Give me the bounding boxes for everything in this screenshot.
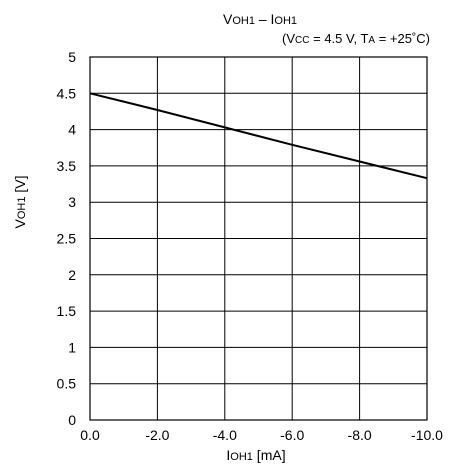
subtitle-part1: (V xyxy=(282,31,295,46)
plot-frame xyxy=(89,56,428,421)
x-axis-label: IOH1 [mA] xyxy=(226,447,285,463)
xlabel-i: I xyxy=(226,447,230,463)
y-tick-label: 2 xyxy=(68,267,76,283)
ylabel-unit: [V] xyxy=(12,176,28,197)
subtitle-a: A xyxy=(368,35,375,46)
x-tick-label: -4.0 xyxy=(213,427,237,443)
subtitle-part2: = 4.5 V, T xyxy=(310,31,369,46)
ylabel-v: V xyxy=(12,218,28,228)
x-tick-label: -6.0 xyxy=(280,427,304,443)
title-i-sub: OH1 xyxy=(274,15,297,27)
x-tick-label: -2.0 xyxy=(145,427,169,443)
y-tick-label: 1 xyxy=(68,339,76,355)
title-v: V xyxy=(223,11,233,27)
xlabel-unit: [mA] xyxy=(253,447,286,463)
y-tick-label: 4.5 xyxy=(57,85,77,101)
subtitle-cc: CC xyxy=(295,35,309,46)
x-tick-label: 0.0 xyxy=(80,427,100,443)
subtitle-part3: = +25˚C) xyxy=(375,31,430,46)
ylabel-sub: OH1 xyxy=(16,197,28,220)
y-tick-label: 4 xyxy=(68,122,76,138)
grid xyxy=(89,56,428,421)
x-tick-label: -10.0 xyxy=(411,427,443,443)
xlabel-sub: OH1 xyxy=(230,451,253,463)
chart-subtitle: (VCC = 4.5 V, TA = +25˚C) xyxy=(282,31,430,46)
y-tick-label: 2.5 xyxy=(57,231,77,247)
y-tick-label: 0.5 xyxy=(57,376,77,392)
y-tick-label: 0 xyxy=(68,412,76,428)
chart-title: VOH1 – IOH1 xyxy=(223,11,297,27)
x-tick-labels: 0.0 -2.0 -4.0 -6.0 -8.0 -10.0 xyxy=(80,427,443,443)
y-tick-label: 5 xyxy=(68,49,76,65)
x-tick-label: -8.0 xyxy=(348,427,372,443)
y-axis-label: VOH1 [V] xyxy=(12,176,28,229)
y-tick-label: 1.5 xyxy=(57,303,77,319)
y-tick-label: 3 xyxy=(68,194,76,210)
title-dash: – I xyxy=(255,11,274,27)
title-v-sub: OH1 xyxy=(232,15,255,27)
series-line xyxy=(89,92,428,180)
y-tick-label: 3.5 xyxy=(57,158,77,174)
y-tick-labels: 0 0.5 1 1.5 2 2.5 3 3.5 4 4.5 5 xyxy=(57,49,77,428)
